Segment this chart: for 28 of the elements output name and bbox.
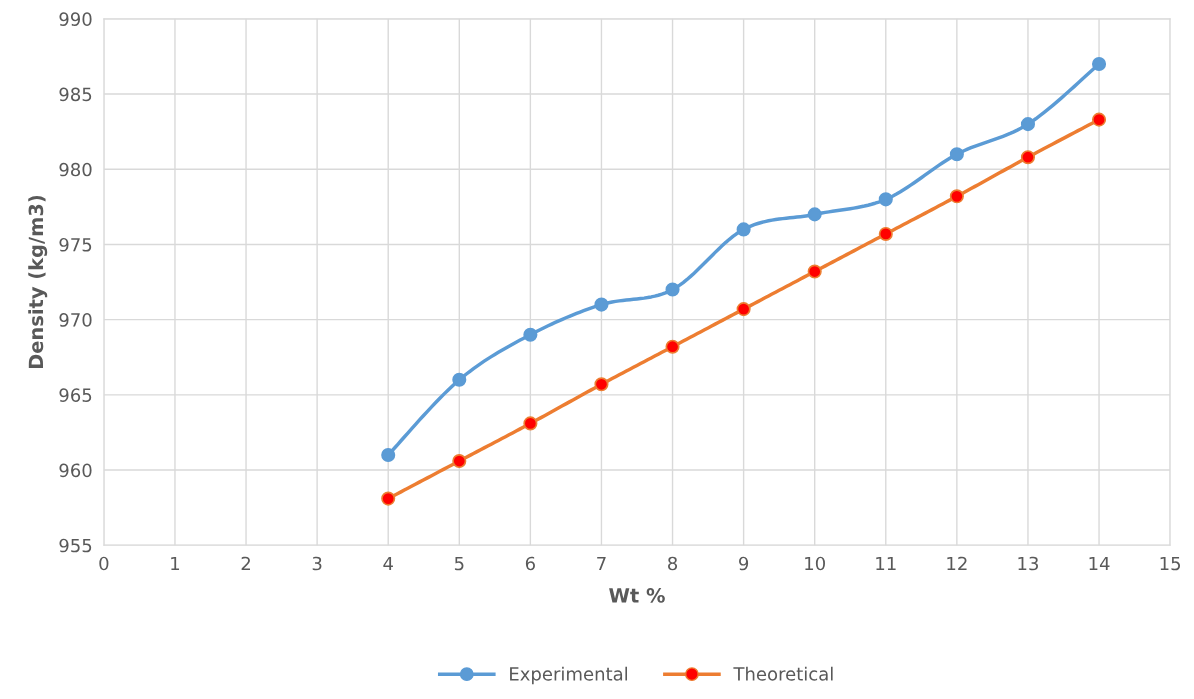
y-tick-label: 980: [59, 162, 92, 177]
y-axis-title: Density (kg/m3): [28, 195, 48, 369]
x-tick-label: 5: [454, 556, 464, 571]
x-tick-label: 9: [739, 556, 749, 571]
y-tick-label: 970: [59, 313, 92, 327]
x-tick-label: 0: [99, 556, 109, 571]
x-tick-label: 12: [947, 556, 967, 571]
x-tick-label: 15: [1160, 556, 1181, 571]
x-tick-label: 10: [805, 556, 825, 571]
x-tick-label: 14: [1089, 556, 1110, 571]
x-tick-label: 11: [876, 556, 896, 571]
x-tick-label: 8: [668, 556, 678, 571]
legend-label: Theoretical: [733, 666, 833, 681]
x-tick-label: 4: [383, 556, 393, 571]
y-tick-label: 990: [59, 12, 92, 26]
y-tick-label: 975: [59, 237, 92, 252]
legend-label: Experimental: [510, 666, 628, 685]
y-tick-label: 965: [59, 388, 92, 402]
x-axis-title: Wt %: [609, 588, 665, 603]
x-tick-label: 7: [597, 556, 606, 571]
x-tick-label: 13: [1018, 556, 1038, 571]
x-tick-label: 2: [241, 556, 250, 571]
y-tick-label: 955: [59, 538, 92, 553]
x-tick-label: 3: [312, 556, 322, 571]
y-tick-label: 960: [59, 463, 92, 478]
y-tick-label: 985: [59, 87, 92, 102]
x-tick-label: 6: [525, 556, 535, 571]
x-tick-label: 1: [171, 556, 180, 571]
